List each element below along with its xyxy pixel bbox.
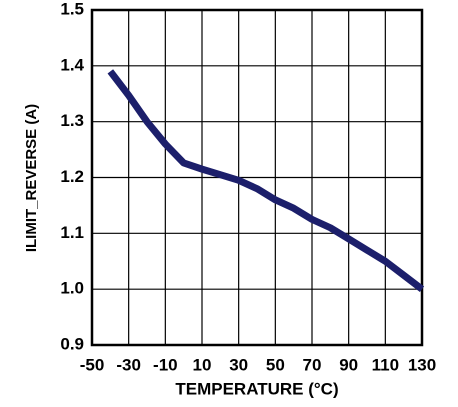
y-tick-label: 1.4 (60, 55, 84, 74)
plot-frame (90, 8, 424, 347)
x-tick-label: -30 (116, 355, 141, 374)
y-tick-label: 1.5 (60, 0, 84, 18)
x-tick-label: -50 (80, 355, 105, 374)
x-tick-label: 50 (266, 355, 285, 374)
x-tick-label: 130 (408, 355, 436, 374)
y-tick-label: 1.1 (60, 223, 84, 242)
y-tick-label: 0.9 (60, 334, 84, 353)
y-tick-label: 1.3 (60, 111, 84, 130)
y-tick-label: 1.2 (60, 167, 84, 186)
x-tick-label: 70 (303, 355, 322, 374)
x-tick-label: 110 (372, 355, 399, 374)
y-axis-label: ILIMIT_REVERSE (A) (23, 104, 40, 252)
data-line (107, 69, 425, 292)
x-axis-label: TEMPERATURE (°C) (175, 379, 338, 398)
x-tick-label: 30 (229, 355, 248, 374)
x-tick-label: -10 (153, 355, 178, 374)
x-tick-label: 10 (193, 355, 212, 374)
x-tick-label: 90 (339, 355, 358, 374)
y-tick-label: 1.0 (60, 279, 84, 298)
